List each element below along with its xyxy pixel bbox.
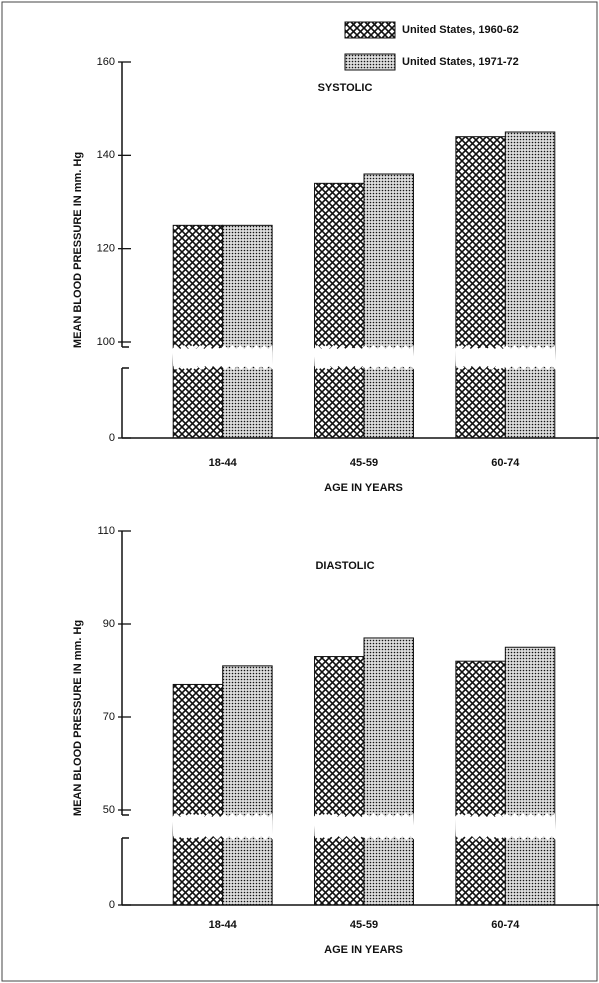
x-tick-label: 18-44 bbox=[209, 919, 238, 931]
panel-subtitle: DIASTOLIC bbox=[315, 560, 374, 572]
bar bbox=[363, 637, 414, 906]
y-tick-label: 100 bbox=[97, 336, 115, 348]
y-tick-label: 0 bbox=[109, 899, 115, 911]
bar bbox=[172, 683, 224, 906]
x-tick-label: 45-59 bbox=[350, 919, 378, 931]
axis-break-gap bbox=[172, 345, 274, 370]
bar bbox=[455, 660, 506, 906]
axis-break-gap bbox=[313, 813, 415, 840]
legend-swatch bbox=[344, 53, 396, 71]
panel-subtitle: SYSTOLIC bbox=[318, 82, 373, 94]
y-tick-label: 70 bbox=[103, 711, 115, 723]
y-tick-label: 110 bbox=[97, 525, 115, 537]
bar bbox=[504, 131, 556, 439]
axis-break-gap bbox=[172, 813, 274, 840]
x-axis-title: AGE IN YEARS bbox=[324, 944, 403, 956]
x-axis-title: AGE IN YEARS bbox=[324, 482, 403, 494]
y-tick-label: 120 bbox=[97, 243, 115, 255]
bar bbox=[314, 656, 365, 906]
y-tick-label: 160 bbox=[97, 56, 115, 68]
axis-break-gap bbox=[454, 813, 556, 840]
axis-break-gap bbox=[454, 345, 556, 370]
legend-label: United States, 1960-62 bbox=[402, 24, 519, 36]
bar bbox=[222, 665, 273, 906]
y-tick-label: 50 bbox=[103, 804, 115, 816]
y-tick-label: 140 bbox=[97, 149, 115, 161]
bar bbox=[363, 173, 414, 439]
y-tick-label: 0 bbox=[109, 432, 115, 444]
x-tick-label: 18-44 bbox=[209, 457, 238, 469]
bar bbox=[504, 646, 556, 906]
x-tick-label: 60-74 bbox=[491, 457, 520, 469]
bar bbox=[172, 224, 224, 439]
axis-break-gap bbox=[313, 345, 415, 370]
bar bbox=[455, 136, 506, 439]
bar bbox=[222, 224, 273, 439]
x-tick-label: 60-74 bbox=[491, 919, 520, 931]
legend-label: United States, 1971-72 bbox=[402, 56, 519, 68]
y-tick-label: 90 bbox=[103, 618, 115, 630]
x-tick-label: 45-59 bbox=[350, 457, 378, 469]
bar bbox=[314, 182, 365, 439]
legend-swatch bbox=[344, 21, 396, 39]
y-axis-title: MEAN BLOOD PRESSURE IN mm. Hg bbox=[72, 620, 84, 816]
y-axis-title: MEAN BLOOD PRESSURE IN mm. Hg bbox=[72, 152, 84, 348]
